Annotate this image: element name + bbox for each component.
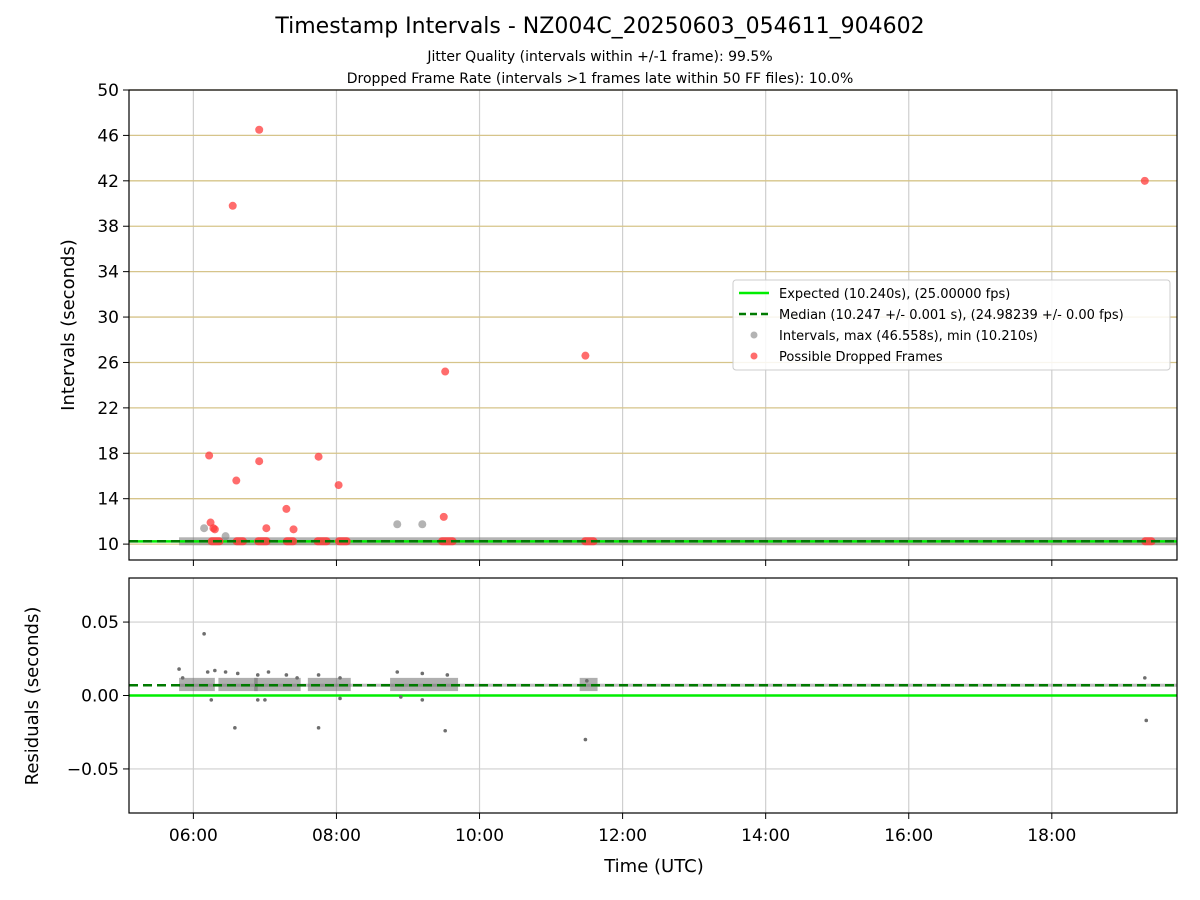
dropped-frame-point xyxy=(228,201,237,210)
dropped-frame-point xyxy=(282,504,291,513)
residual-band xyxy=(218,677,258,692)
jitter-quality-subtitle: Jitter Quality (intervals within +/-1 fr… xyxy=(427,49,773,65)
y-tick-label: 26 xyxy=(97,353,119,373)
dropped-frame-point xyxy=(334,481,343,490)
residual-point xyxy=(233,726,237,730)
residual-point xyxy=(1143,676,1147,680)
legend: Expected (10.240s), (25.00000 fps) Median… xyxy=(732,279,1171,371)
interval-point xyxy=(418,520,427,529)
y-tick-label: 10 xyxy=(97,535,119,555)
dropped-frames-cluster xyxy=(1141,537,1156,546)
intervals-plot: 10 14 18 22 26 30 34 38 42 46 50 xyxy=(97,81,1178,566)
legend-entry-label: Intervals, max (46.558s), min (10.210s) xyxy=(779,329,1038,344)
residual-point xyxy=(263,698,267,702)
residual-point xyxy=(1144,718,1149,723)
interval-point xyxy=(221,532,230,541)
residual-point xyxy=(205,670,210,674)
y-tick-label: 50 xyxy=(97,81,119,101)
x-tick-label: 14:00 xyxy=(741,826,790,846)
residual-point xyxy=(338,696,342,701)
residual-point xyxy=(255,698,260,702)
dropped-frame-point xyxy=(581,351,590,360)
residual-point xyxy=(295,676,299,680)
x-tick-label: 08:00 xyxy=(312,826,361,846)
y-tick-label: 34 xyxy=(97,263,119,283)
y-tick-label: 22 xyxy=(97,399,119,419)
x-tick-label: 18:00 xyxy=(1027,826,1076,846)
residual-point xyxy=(316,673,321,677)
dropped-frame-rate-subtitle: Dropped Frame Rate (intervals >1 frames … xyxy=(346,71,854,87)
legend-entry-label: Expected (10.240s), (25.00000 fps) xyxy=(779,287,1010,302)
dropped-frames-cluster xyxy=(313,537,331,546)
residual-point xyxy=(445,673,450,677)
x-tick-label: 12:00 xyxy=(598,826,647,846)
legend-entry-label: Possible Dropped Frames xyxy=(779,350,943,365)
y-tick-label: 46 xyxy=(97,126,119,146)
dropped-frame-point xyxy=(255,457,264,466)
y-tick-label: 30 xyxy=(97,308,119,328)
y-tick-label: 0.00 xyxy=(81,687,119,707)
dropped-frame-point xyxy=(1140,176,1149,185)
dropped-frame-point xyxy=(262,524,271,533)
dropped-frame-point xyxy=(439,512,448,521)
dropped-frames-cluster xyxy=(581,537,598,546)
residual-point xyxy=(255,673,260,677)
chart-title: Timestamp Intervals - NZ004C_20250603_05… xyxy=(275,14,925,39)
y-tick-label: 42 xyxy=(97,172,119,192)
interval-point xyxy=(200,524,209,533)
x-tick-label: 10:00 xyxy=(455,826,504,846)
residual-point xyxy=(180,676,185,680)
y-tick-label: 18 xyxy=(97,444,119,464)
residual-point xyxy=(213,668,217,673)
legend-box xyxy=(732,279,1171,371)
residual-point xyxy=(177,667,181,671)
residual-band xyxy=(179,677,215,692)
dropped-frame-point xyxy=(232,476,241,485)
residual-point xyxy=(399,695,403,699)
x-axis-label: Time (UTC) xyxy=(603,856,704,877)
residual-point xyxy=(316,726,321,730)
dropped-frames-cluster xyxy=(232,537,248,546)
residual-point xyxy=(585,679,589,683)
residual-point xyxy=(202,632,206,636)
y-tick-label: 14 xyxy=(97,490,119,510)
legend-intervals-swatch xyxy=(750,331,758,339)
intervals-y-axis-label: Intervals (seconds) xyxy=(58,239,79,411)
residual-point xyxy=(395,670,400,674)
residuals-y-axis-label: Residuals (seconds) xyxy=(22,607,43,786)
residual-point xyxy=(420,698,425,702)
dropped-frame-point xyxy=(205,451,214,460)
intervals-plot-frame xyxy=(128,89,1178,561)
y-tick-label: −0.05 xyxy=(67,760,119,780)
residuals-plot: 06:00 08:00 10:00 12:00 14:00 16:00 18:00 −0.05… xyxy=(67,577,1178,846)
dropped-frame-point xyxy=(441,367,450,376)
residual-point xyxy=(266,670,271,674)
residual-point xyxy=(223,670,228,674)
residual-point xyxy=(583,737,588,742)
residual-point xyxy=(284,673,289,677)
dropped-frame-point xyxy=(314,452,323,461)
legend-entry-label: Median (10.247 +/- 0.001 s), (24.98239 +… xyxy=(779,308,1124,323)
residual-point xyxy=(420,671,425,676)
interval-point xyxy=(393,520,402,529)
dropped-frames-cluster xyxy=(438,537,457,546)
residual-band xyxy=(579,677,598,692)
x-tick-label: 06:00 xyxy=(169,826,218,846)
dropped-frame-point xyxy=(255,125,264,134)
residual-point xyxy=(209,698,214,702)
x-tick-label: 16:00 xyxy=(884,826,933,846)
y-tick-label: 0.05 xyxy=(81,613,119,633)
residuals-plot-frame xyxy=(128,577,1178,814)
dropped-frame-point xyxy=(210,525,219,534)
y-tick-label: 38 xyxy=(97,217,119,237)
legend-dropped-swatch xyxy=(750,352,758,360)
residual-point xyxy=(235,671,240,676)
residual-point xyxy=(443,728,447,733)
residual-point xyxy=(338,676,342,680)
dropped-frame-point xyxy=(289,525,298,534)
